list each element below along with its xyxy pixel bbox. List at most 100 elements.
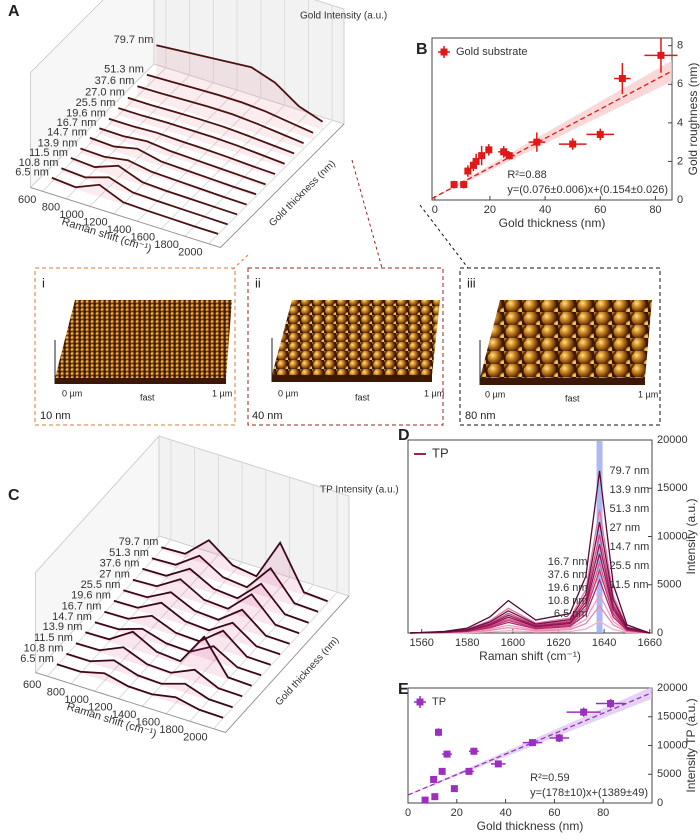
afm-panel: i 0 µm fast 1 µm 10 nm xyxy=(34,267,236,426)
afm-surface-edge xyxy=(480,378,645,385)
afm-surface xyxy=(272,300,440,375)
series-label: 27 nm xyxy=(99,569,130,581)
x-axis-label: Gold thickness (nm) xyxy=(499,216,606,230)
spectrum-line xyxy=(410,521,650,634)
series-label: 37.6 nm xyxy=(95,75,135,87)
series-label: 14.7 nm xyxy=(610,541,650,553)
afm-axis-label: fast xyxy=(140,392,155,402)
x-tick-label: 1640 xyxy=(592,637,616,649)
x-axis-label: Raman shift (cm⁻¹) xyxy=(479,649,581,663)
curtain xyxy=(99,128,266,187)
point xyxy=(465,767,473,775)
y-axis-label: Intensity (a.u.) xyxy=(684,498,698,574)
depth-axis xyxy=(225,595,350,733)
afm-axis-label: fast xyxy=(355,392,370,402)
x-tick-label: 60 xyxy=(594,204,606,216)
spectrum-line xyxy=(104,610,271,666)
spectrum-line xyxy=(410,553,650,634)
series-label: 13.9 nm xyxy=(610,484,650,496)
curtain xyxy=(118,108,285,168)
legend-marker xyxy=(440,48,448,56)
y-tick-label: 15000 xyxy=(657,711,688,723)
curtain xyxy=(80,148,247,206)
x-tick-label: 600 xyxy=(23,679,41,691)
afm-thickness: 10 nm xyxy=(40,410,71,422)
spectrum-line xyxy=(99,127,266,186)
series-label: 25.5 nm xyxy=(81,579,121,591)
afm-surface xyxy=(55,300,232,378)
series-label: 16.7 nm xyxy=(57,117,97,129)
back-wall xyxy=(158,435,350,597)
y-axis-label: Intensity TP (a.u.) xyxy=(684,698,698,792)
point xyxy=(430,775,438,783)
curtain xyxy=(132,579,300,635)
spectrum-line xyxy=(410,578,650,634)
series-label: 79.7 nm xyxy=(119,536,159,548)
x-axis xyxy=(35,672,226,733)
spectrum-line xyxy=(70,157,238,216)
grid-line xyxy=(213,591,338,730)
spectrum-line xyxy=(127,96,295,155)
point xyxy=(470,747,478,755)
x-tick-label: 1800 xyxy=(154,239,178,251)
x-tick-label: 20 xyxy=(451,807,463,819)
point xyxy=(618,75,626,82)
x-tick-label: 1600 xyxy=(501,637,525,649)
y-tick-label: 10000 xyxy=(657,530,688,542)
panel-label: C xyxy=(8,487,20,504)
y-tick-label: 5000 xyxy=(657,579,681,591)
x-tick-label: 1660 xyxy=(637,637,661,649)
series-label: 11.5 nm xyxy=(610,579,649,591)
side-wall xyxy=(30,0,155,189)
curtain xyxy=(56,664,224,719)
point xyxy=(450,181,458,189)
x-tick-label: 1400 xyxy=(107,224,131,236)
afm-x-start: 0 µm xyxy=(278,388,298,398)
spectrum-line xyxy=(410,604,650,634)
y-tick-label: 20000 xyxy=(657,682,688,694)
series-label: 27.0 nm xyxy=(85,87,125,99)
spectrum-line xyxy=(56,663,224,719)
curtain xyxy=(151,555,319,614)
point xyxy=(472,157,480,165)
series-label: 13.9 nm xyxy=(38,137,78,149)
point xyxy=(435,728,442,736)
y-tick-label: 0 xyxy=(657,627,663,639)
spectrum-line xyxy=(118,107,285,165)
point xyxy=(421,796,429,804)
series-label: 51.3 nm xyxy=(104,64,144,76)
fit-line xyxy=(431,70,673,200)
afm-surface-edge xyxy=(272,375,432,382)
connector xyxy=(419,204,469,269)
r-squared: R²=0.88 xyxy=(507,169,546,181)
series-label: 25.5 nm xyxy=(76,97,116,109)
afm-frame xyxy=(247,267,444,426)
back-wall xyxy=(153,0,345,125)
spectrum-line xyxy=(89,136,257,196)
series-label: 25.5 nm xyxy=(610,560,650,572)
legend-marker xyxy=(416,698,424,706)
afm-frame xyxy=(34,267,236,426)
x-tick-label: 800 xyxy=(47,687,65,699)
fit-band xyxy=(432,60,672,199)
x-tick-label: 0 xyxy=(432,204,438,216)
series-label: 14.7 nm xyxy=(47,127,87,139)
x-tick-label: 20 xyxy=(484,204,496,216)
curtain xyxy=(104,611,271,666)
series-label: 10.8 nm xyxy=(548,595,588,607)
spectrum-line xyxy=(108,117,276,175)
point xyxy=(431,793,439,801)
curtain xyxy=(85,631,252,687)
x-tick-label: 1600 xyxy=(131,232,155,244)
y-tick-label: 4 xyxy=(677,117,683,129)
afm-label: iii xyxy=(467,275,476,290)
spectrum-line xyxy=(94,621,262,677)
series-label: 19.6 nm xyxy=(66,108,106,120)
series-label: 37.6 nm xyxy=(548,569,588,581)
panel-label: A xyxy=(8,3,20,20)
y-tick-label: 5000 xyxy=(657,768,681,780)
point xyxy=(607,700,615,708)
curtain xyxy=(75,643,243,698)
series-label: 11.5 nm xyxy=(34,632,73,644)
series-label: 79.7 nm xyxy=(114,34,154,46)
